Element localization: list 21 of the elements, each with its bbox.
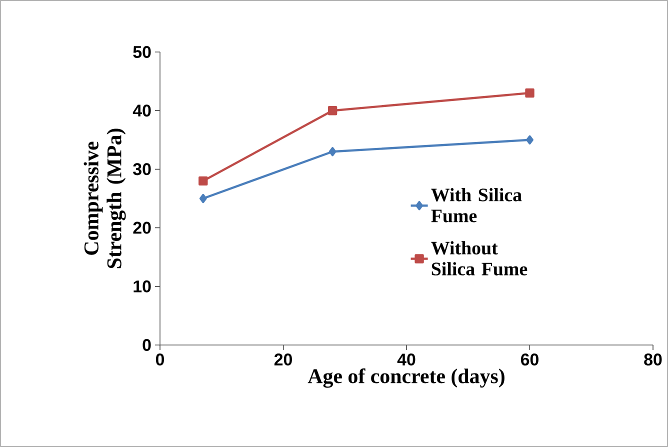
- y-tick-label: 50: [133, 46, 151, 58]
- y-axis-title: Compressive Strength (MPa): [84, 128, 126, 268]
- y-tick-label: 10: [134, 280, 151, 292]
- x-tick-label: 20: [274, 354, 292, 366]
- y-tick-label: 30: [133, 163, 151, 176]
- point: [526, 135, 534, 144]
- point: [525, 88, 534, 98]
- x-tick-label: 80: [644, 354, 662, 366]
- point: [198, 176, 208, 186]
- x-tick-label: 40: [397, 354, 416, 366]
- y-tick-label: 0: [142, 339, 151, 351]
- point: [328, 147, 336, 156]
- x-axis-title: Age of concrete (days): [308, 368, 504, 388]
- point: [199, 194, 207, 204]
- x-tick-label: 0: [156, 354, 164, 366]
- legend-label: With Silica Fume: [431, 188, 522, 222]
- y-tick-label: 20: [133, 222, 151, 234]
- point: [328, 106, 338, 116]
- y-tick-label: 40: [132, 104, 151, 117]
- x-tick-label: 60: [520, 354, 538, 366]
- legend-label: Without Silica Fume: [431, 241, 528, 276]
